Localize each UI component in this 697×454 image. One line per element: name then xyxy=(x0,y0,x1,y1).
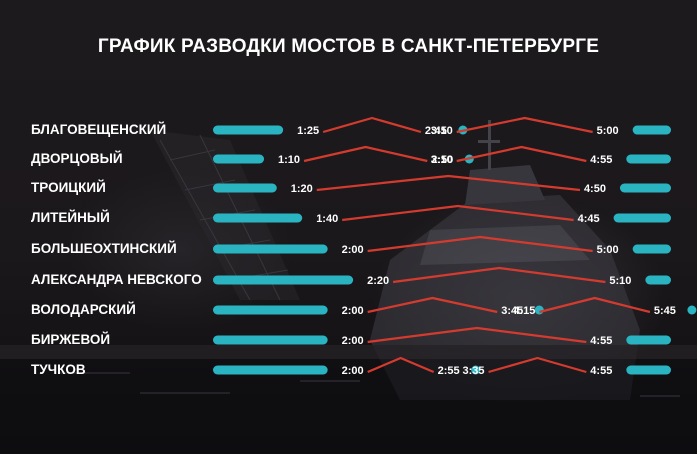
water-reflections xyxy=(60,372,680,397)
road-open-bar xyxy=(645,275,671,285)
bridge-name: ВОЛОДАРСКИЙ xyxy=(31,302,136,317)
road-open-bar xyxy=(213,183,277,193)
time-label: 1:10 xyxy=(278,154,300,166)
time-label: 4:55 xyxy=(590,154,612,166)
bridge-name: ДВОРЦОВЫЙ xyxy=(31,151,123,166)
bridge-raised-link xyxy=(392,266,606,284)
road-open-bar xyxy=(619,183,671,193)
road-open-bar xyxy=(613,213,671,223)
time-label: 1:20 xyxy=(291,183,313,195)
road-open-bar xyxy=(632,125,671,135)
time-label: 4:15 xyxy=(513,305,535,317)
bridge-name: БЛАГОВЕЩЕНСКИЙ xyxy=(31,122,167,137)
bridge-name: АЛЕКСАНДРА НЕВСКОГО xyxy=(31,272,202,287)
bridge-raised-link xyxy=(367,356,435,374)
bridge-raised-link xyxy=(539,296,651,314)
bridge-raised-link xyxy=(367,296,498,314)
road-open-bar xyxy=(213,305,328,315)
road-open-bar xyxy=(213,125,284,135)
time-label: 5:00 xyxy=(597,244,619,256)
bridge-raised-link xyxy=(456,145,587,163)
time-label: 4:45 xyxy=(578,213,600,225)
time-label: 5:45 xyxy=(654,305,676,317)
road-open-dot xyxy=(534,305,544,315)
time-label: 5:10 xyxy=(609,275,631,287)
bridge-name: ТУЧКОВ xyxy=(31,362,86,377)
road-open-bar xyxy=(626,154,671,164)
road-open-bar xyxy=(213,275,354,285)
bridge-name: ТРОИЦКИЙ xyxy=(31,180,106,195)
time-label: 3:10 xyxy=(431,125,453,137)
time-label: 1:40 xyxy=(316,213,338,225)
time-label: 2:55 xyxy=(438,365,460,377)
time-label: 2:00 xyxy=(342,335,364,347)
bridge-raised-link xyxy=(342,204,574,222)
shoreline xyxy=(0,345,697,359)
bridge-raised-link xyxy=(322,116,422,134)
bridge-raised-link xyxy=(316,174,581,192)
bridge-raised-link xyxy=(367,326,587,344)
bridge-raised-link xyxy=(456,116,593,134)
bridge-raised-link xyxy=(303,145,428,163)
road-open-dot xyxy=(471,365,481,375)
time-label: 4:50 xyxy=(584,183,606,195)
time-label: 4:55 xyxy=(590,365,612,377)
bridge-name: БИРЖЕВОЙ xyxy=(31,332,111,347)
bridge-name: БОЛЬШЕОХТИНСКИЙ xyxy=(31,241,177,256)
time-label: 3:45 xyxy=(501,305,523,317)
bridge-name: ЛИТЕЙНЫЙ xyxy=(31,210,110,225)
time-label: 2:50 xyxy=(431,154,453,166)
time-label: 2:00 xyxy=(342,365,364,377)
road-open-bar xyxy=(632,244,671,254)
time-label: 2:00 xyxy=(342,244,364,256)
road-open-bar xyxy=(213,213,303,223)
road-open-dot xyxy=(687,305,697,315)
page-title: ГРАФИК РАЗВОДКИ МОСТОВ В САНКТ-ПЕТЕРБУРГ… xyxy=(97,36,600,57)
time-label: 2:00 xyxy=(342,305,364,317)
road-open-bar xyxy=(213,154,265,164)
road-open-bar xyxy=(213,365,328,375)
road-open-bar xyxy=(213,335,328,345)
bridge-raised-link xyxy=(488,356,587,374)
bridge-raised-link xyxy=(367,235,593,253)
time-label: 5:00 xyxy=(597,125,619,137)
road-open-bar xyxy=(626,335,671,345)
time-label: 3:35 xyxy=(462,365,484,377)
road-open-bar xyxy=(626,365,671,375)
time-label: 4:55 xyxy=(590,335,612,347)
time-label: 2:45 xyxy=(425,125,447,137)
time-label: 1:25 xyxy=(297,125,319,137)
time-label: 2:20 xyxy=(367,275,389,287)
time-label: 3:10 xyxy=(431,154,453,166)
road-open-bar xyxy=(213,244,328,254)
water xyxy=(0,359,697,454)
